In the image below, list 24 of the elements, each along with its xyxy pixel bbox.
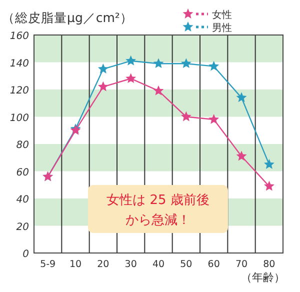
legend-text: 女性 xyxy=(212,10,232,21)
xtick: 30 xyxy=(124,259,137,270)
ytick: 80 xyxy=(16,140,29,151)
ylabel: （総皮脂量μg／cm²） xyxy=(2,10,133,25)
xtick: 5-9 xyxy=(40,259,56,270)
xtick: 70 xyxy=(235,259,248,270)
xtick: 60 xyxy=(208,259,220,270)
ytick: 0 xyxy=(22,249,29,260)
legend-text: 男性 xyxy=(212,23,232,34)
xtick: 50 xyxy=(180,259,192,270)
xtick: 20 xyxy=(97,259,110,270)
ytick: 120 xyxy=(10,86,29,96)
ytick: 40 xyxy=(16,194,29,206)
xtick: 40 xyxy=(152,259,165,270)
annotation: 女性は 25 歳前後 xyxy=(106,193,210,208)
xtick: 80 xyxy=(263,259,276,270)
ytick: 140 xyxy=(10,58,29,70)
annotation: から急減！ xyxy=(126,213,190,228)
xtick: 10 xyxy=(69,259,82,270)
ytick: 20 xyxy=(16,222,29,233)
xlabel: （年齢） xyxy=(241,271,285,284)
ytick: 160 xyxy=(10,31,29,42)
ytick: 100 xyxy=(10,112,29,124)
ytick: 60 xyxy=(16,167,29,178)
